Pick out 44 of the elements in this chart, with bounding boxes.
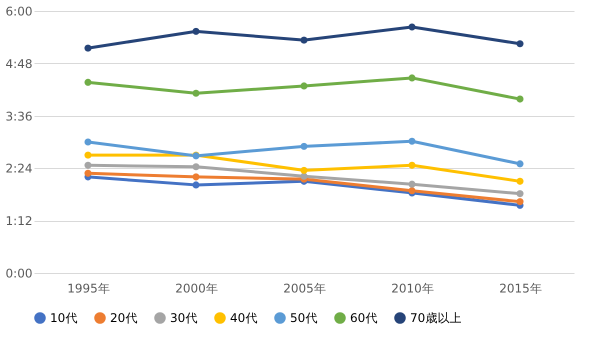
point <box>84 162 92 169</box>
x-tick-label: 2000年 <box>175 282 218 296</box>
y-tick-label: 1:12 <box>6 214 32 228</box>
y-tick-label: 6:00 <box>6 4 32 18</box>
point <box>408 162 416 169</box>
point <box>300 82 308 90</box>
legend-label: 20代 <box>110 311 138 325</box>
point <box>84 138 92 146</box>
point <box>300 166 308 174</box>
point <box>84 170 92 177</box>
legend-label: 40代 <box>230 311 258 325</box>
legend-label: 60代 <box>350 311 378 325</box>
point <box>516 190 524 198</box>
point <box>192 173 200 180</box>
legend-label: 30代 <box>170 311 198 325</box>
point <box>300 142 308 150</box>
x-tick-label: 1995年 <box>67 282 110 296</box>
legend-label: 50代 <box>290 311 318 325</box>
y-tick-label: 4:48 <box>6 56 32 71</box>
point <box>516 198 524 206</box>
point <box>300 36 308 44</box>
legend-label: 10代 <box>50 311 78 325</box>
point <box>408 180 416 188</box>
point <box>84 44 92 52</box>
point <box>192 181 200 188</box>
point <box>516 160 524 168</box>
x-tick-label: 2015年 <box>499 282 542 296</box>
point <box>516 40 524 48</box>
point <box>192 28 200 35</box>
y-tick-label: 2:24 <box>6 162 32 176</box>
x-tick-label: 2010年 <box>391 282 434 296</box>
y-tick-label: 0:00 <box>6 266 32 280</box>
point <box>516 178 524 185</box>
point <box>408 74 416 82</box>
point <box>84 78 92 86</box>
point <box>192 163 200 170</box>
x-tick-label: 2005年 <box>283 282 326 296</box>
point <box>84 152 92 159</box>
point <box>192 90 200 97</box>
y-tick-label: 3:36 <box>6 109 32 124</box>
point <box>408 23 416 31</box>
point <box>408 138 416 145</box>
point <box>516 96 524 103</box>
legend-label: 70歳以上 <box>410 311 462 325</box>
